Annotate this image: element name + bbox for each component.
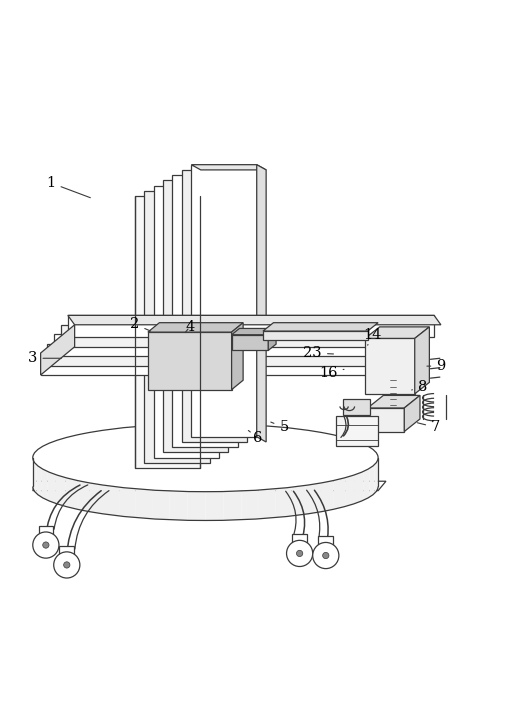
Polygon shape [33, 481, 386, 491]
Polygon shape [33, 458, 34, 490]
Text: 2: 2 [130, 317, 150, 332]
Polygon shape [169, 491, 187, 521]
Polygon shape [173, 175, 238, 447]
Polygon shape [355, 472, 363, 504]
Circle shape [312, 542, 339, 569]
Polygon shape [191, 165, 257, 437]
Circle shape [33, 532, 59, 558]
Polygon shape [47, 344, 413, 366]
Polygon shape [377, 458, 378, 490]
Polygon shape [152, 490, 169, 520]
Circle shape [322, 553, 329, 558]
Polygon shape [119, 487, 135, 518]
Polygon shape [163, 180, 228, 452]
Polygon shape [224, 491, 241, 521]
Text: 14: 14 [363, 328, 382, 345]
Polygon shape [404, 395, 420, 432]
Polygon shape [263, 323, 378, 331]
Polygon shape [231, 334, 268, 350]
Polygon shape [342, 399, 370, 415]
Text: 1: 1 [46, 176, 90, 198]
Polygon shape [307, 483, 321, 514]
Polygon shape [321, 481, 334, 512]
Polygon shape [38, 526, 53, 534]
Polygon shape [36, 465, 41, 497]
Polygon shape [363, 468, 370, 500]
Circle shape [43, 542, 49, 548]
Text: 4: 4 [185, 320, 195, 334]
Polygon shape [56, 475, 66, 507]
Text: 6: 6 [248, 430, 262, 445]
Text: 7: 7 [418, 420, 440, 434]
Polygon shape [318, 537, 333, 545]
Polygon shape [292, 534, 307, 543]
Polygon shape [41, 353, 407, 375]
Text: 9: 9 [427, 359, 446, 373]
Polygon shape [268, 329, 276, 350]
Polygon shape [135, 196, 200, 468]
Polygon shape [263, 331, 368, 340]
Polygon shape [68, 316, 441, 325]
Polygon shape [68, 316, 434, 337]
Polygon shape [59, 545, 74, 555]
Polygon shape [148, 323, 243, 332]
Polygon shape [187, 491, 206, 521]
Polygon shape [257, 165, 266, 442]
Circle shape [54, 552, 80, 578]
Polygon shape [77, 481, 90, 512]
Polygon shape [345, 475, 355, 507]
Polygon shape [276, 487, 292, 518]
Polygon shape [66, 478, 77, 509]
Text: 5: 5 [271, 420, 289, 434]
Polygon shape [292, 485, 307, 516]
Polygon shape [334, 478, 345, 509]
Polygon shape [206, 491, 224, 521]
Polygon shape [54, 334, 420, 356]
Polygon shape [370, 465, 375, 497]
Text: 8: 8 [412, 380, 427, 394]
Polygon shape [61, 325, 427, 347]
Polygon shape [390, 394, 396, 409]
Polygon shape [231, 323, 243, 390]
Text: 16: 16 [319, 366, 344, 380]
Circle shape [297, 550, 303, 557]
Polygon shape [241, 490, 259, 520]
Polygon shape [104, 485, 119, 516]
Polygon shape [368, 395, 420, 408]
Polygon shape [148, 332, 231, 390]
Polygon shape [365, 327, 429, 338]
Polygon shape [365, 338, 414, 394]
Polygon shape [144, 190, 210, 463]
Polygon shape [375, 461, 377, 494]
Polygon shape [336, 416, 378, 446]
Polygon shape [34, 461, 36, 494]
Ellipse shape [33, 424, 378, 491]
Polygon shape [182, 170, 247, 442]
Polygon shape [154, 185, 219, 458]
Circle shape [64, 562, 70, 568]
Polygon shape [41, 468, 48, 500]
Polygon shape [41, 325, 75, 375]
Polygon shape [135, 489, 152, 519]
Polygon shape [414, 327, 429, 394]
Polygon shape [90, 483, 104, 514]
Polygon shape [191, 165, 266, 170]
Text: 3: 3 [28, 351, 62, 365]
Polygon shape [368, 408, 404, 432]
Polygon shape [231, 329, 276, 334]
Text: 23: 23 [304, 346, 333, 360]
Circle shape [287, 540, 312, 566]
Polygon shape [259, 489, 276, 519]
Polygon shape [48, 472, 56, 504]
